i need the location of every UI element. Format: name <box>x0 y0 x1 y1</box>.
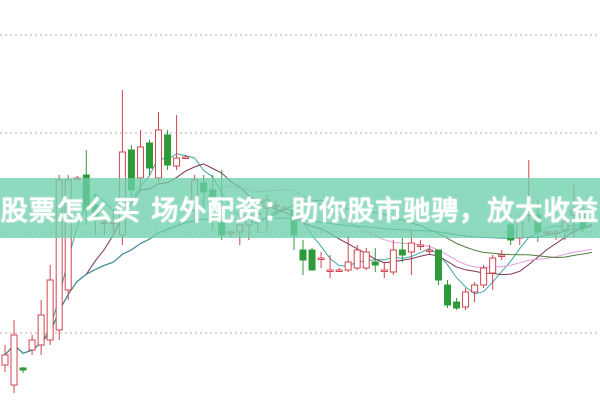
candle-body <box>453 301 461 309</box>
candle-body <box>308 249 316 271</box>
candle-body <box>489 257 497 274</box>
candle-body <box>28 339 36 351</box>
candle-body <box>407 242 415 253</box>
candle-body <box>480 267 488 286</box>
candle-body <box>155 129 163 179</box>
candle-body <box>1 354 9 366</box>
banner-title: 股票怎么买 场外配资：助你股市驰骋，放大收益 <box>0 195 600 227</box>
candle-body <box>173 157 181 167</box>
title-banner: 股票怎么买 场外配资：助你股市驰骋，放大收益 <box>0 178 600 238</box>
candle-body <box>19 367 27 371</box>
candle-body <box>371 261 379 266</box>
candle-body <box>164 134 172 166</box>
candle-body <box>444 284 452 306</box>
candle-body <box>462 291 470 308</box>
candle-body <box>416 244 424 247</box>
candle-body <box>425 249 433 252</box>
candle-body <box>335 269 343 272</box>
candle-body <box>326 269 334 272</box>
candle-body <box>498 254 506 257</box>
ma-line-60 <box>4 217 593 356</box>
candle-body <box>353 249 361 269</box>
candle-body <box>145 142 153 169</box>
candle-body <box>362 251 370 269</box>
candle-body <box>398 249 406 256</box>
candle-body <box>317 257 325 260</box>
candle-body <box>46 279 54 341</box>
candle-body <box>344 261 352 271</box>
candle-body <box>471 284 479 293</box>
candle-body <box>10 334 18 386</box>
candle-body <box>380 269 388 272</box>
candle-body <box>299 249 307 261</box>
candle-body <box>136 146 144 179</box>
candle-body <box>182 156 190 159</box>
candle-body <box>37 314 45 346</box>
candle-body <box>434 249 442 281</box>
candle-body <box>389 249 397 273</box>
